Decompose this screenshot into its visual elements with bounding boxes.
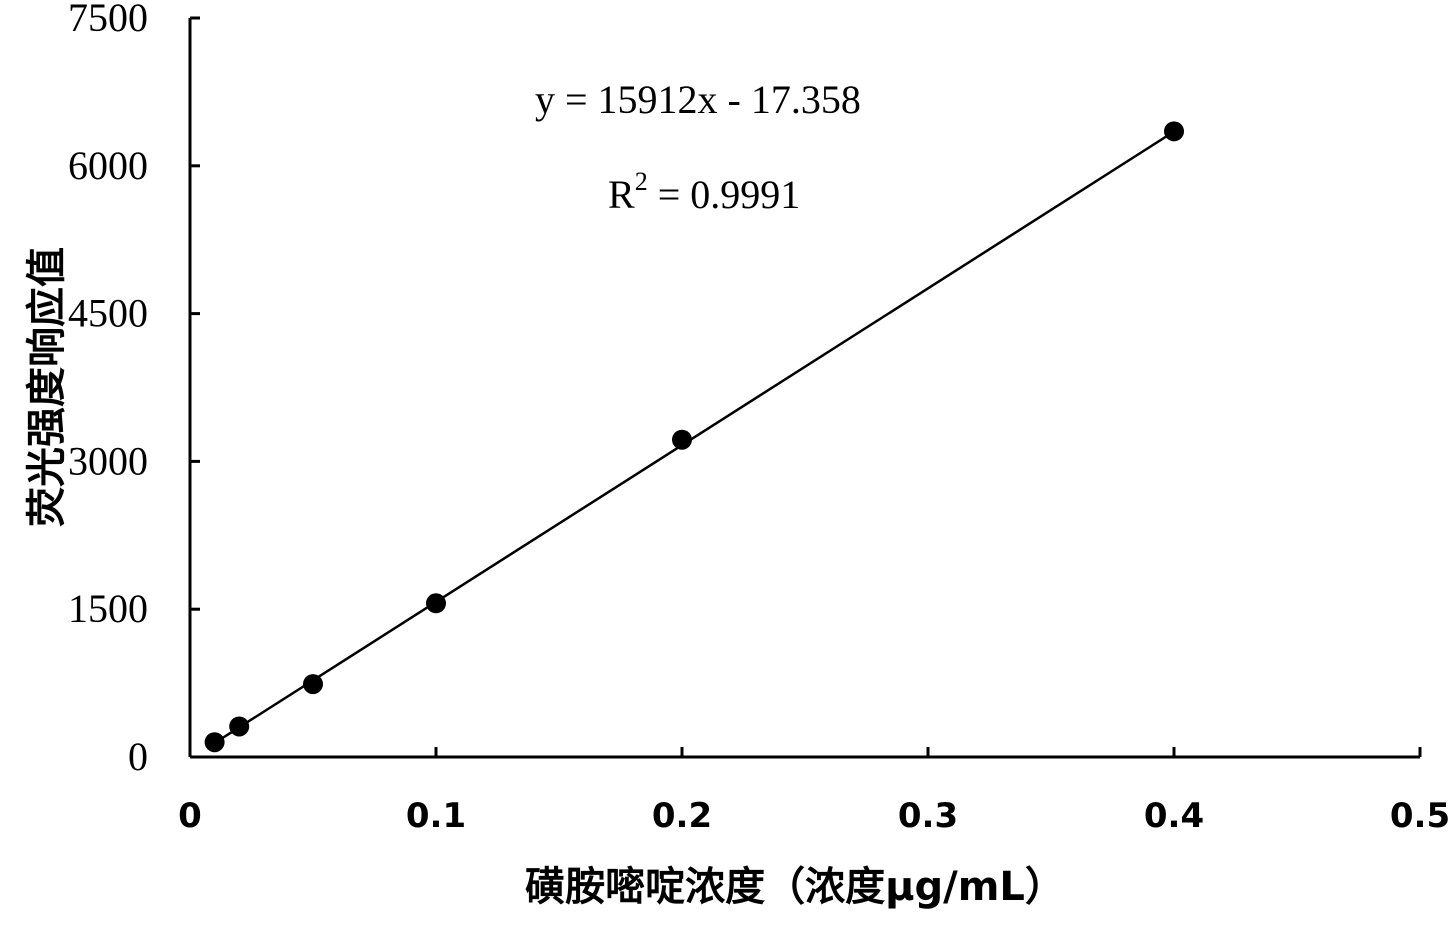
x-tick-label: 0 [178,796,202,836]
y-tick-label: 7500 [68,0,148,40]
data-point [229,716,250,737]
r-squared-value: = 0.9991 [648,172,801,217]
trendline-group [213,130,1175,745]
trendline [213,130,1175,745]
data-point [426,593,446,614]
y-tick-label: 4500 [68,291,148,336]
x-tick-label: 0.4 [1144,796,1204,836]
ticks: 0 1500 3000 4500 6000 7500 0 0.1 0.2 0.3 0.4 0.5 [68,0,1450,836]
data-point [1164,121,1184,142]
equation-annotation: y = 15912x - 17.358 [535,77,861,122]
r-squared-superscript: 2 [635,167,648,196]
x-tick-label: 0.5 [1390,796,1450,836]
x-tick-label: 0.3 [898,796,958,836]
y-tick-label: 6000 [68,143,148,188]
y-tick-label: 0 [128,734,148,779]
data-point [303,674,323,695]
axes [188,18,1420,759]
y-axis-title: 荧光强度响应值 [24,247,70,527]
x-axis-title: 磺胺嘧啶浓度（浓度μg/mL） [525,864,1065,910]
y-tick-label: 3000 [68,438,148,483]
y-tick-label: 1500 [68,586,148,631]
r-squared-prefix: R [608,172,635,217]
data-points [204,121,1184,753]
x-tick-label: 0.1 [406,796,466,836]
x-tick-label: 0.2 [652,796,712,836]
r-squared-annotation: R2 = 0.9991 [608,167,800,217]
data-point [204,732,225,753]
data-point [672,429,692,450]
